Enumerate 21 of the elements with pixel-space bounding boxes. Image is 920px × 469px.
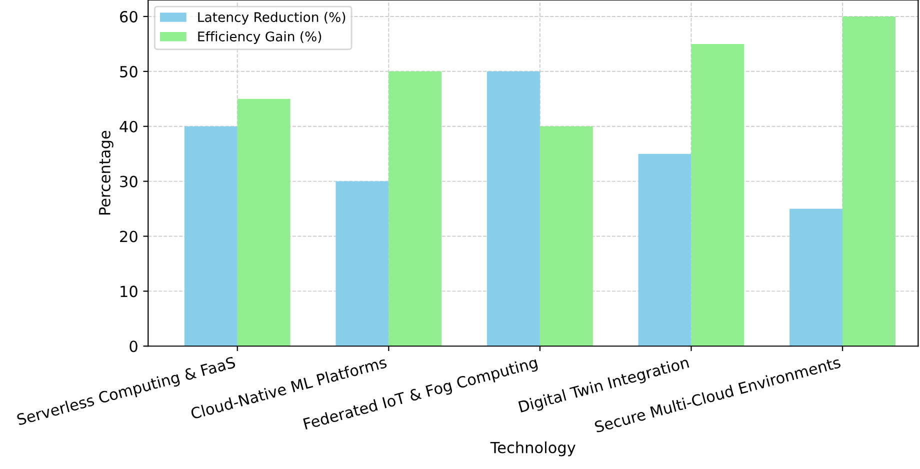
bar bbox=[487, 71, 540, 346]
y-tick-label: 60 bbox=[120, 10, 138, 23]
bar bbox=[842, 16, 896, 346]
bar bbox=[388, 71, 442, 346]
y-tick-label: 20 bbox=[120, 230, 138, 242]
legend-label: Efficiency Gain (%) bbox=[198, 31, 322, 44]
y-tick-label: 30 bbox=[120, 176, 138, 188]
legend-label: Latency Reduction (%) bbox=[198, 12, 346, 25]
y-tick-label: 10 bbox=[120, 286, 138, 298]
y-tick-label: 0 bbox=[130, 340, 138, 352]
y-axis-title: Percentage bbox=[99, 130, 114, 215]
y-tick-label: 50 bbox=[120, 66, 138, 78]
bar bbox=[638, 154, 692, 346]
bar bbox=[184, 126, 238, 346]
bar bbox=[540, 126, 593, 346]
bar bbox=[691, 44, 744, 346]
bar bbox=[790, 208, 843, 346]
bar bbox=[237, 98, 290, 346]
x-axis-title: Technology bbox=[490, 441, 576, 456]
bar bbox=[336, 181, 389, 346]
y-tick-label: 40 bbox=[120, 120, 138, 132]
